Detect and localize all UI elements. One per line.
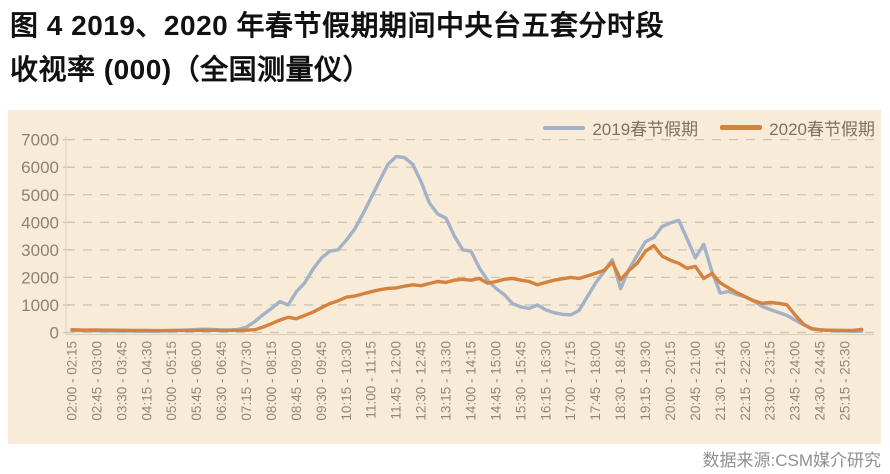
x-tick-label: 10:15 - 10:30 [339,341,354,421]
y-tick-label: 7000 [21,131,59,150]
x-tick-label: 07:15 - 07:30 [239,341,254,421]
x-tick-label: 19:15 - 19:30 [638,341,653,421]
legend-swatch-2019-icon [543,125,586,130]
y-tick-label: 3000 [21,241,59,260]
x-tick-label: 06:30 - 06:45 [214,341,229,421]
x-tick-label: 18:30 - 18:45 [613,341,628,421]
data-source-note: 数据来源:CSM媒介研究 [702,451,882,470]
y-tick-label: 1000 [21,296,59,315]
x-tick-label: 12:30 - 12:45 [414,341,429,421]
x-tick-label: 14:00 - 14:15 [463,341,478,421]
x-tick-label: 04:15 - 04:30 [139,341,154,421]
y-tick-label: 6000 [21,158,59,177]
x-tick-label: 08:00 - 08:15 [264,341,279,421]
x-tick-label: 11:45 - 12:00 [389,341,404,420]
chart-legend: 2019春节假期 2020春节假期 [543,115,875,140]
x-tick-label: 11:00 - 11:15 [364,341,379,419]
series-line-2020 [70,243,864,333]
y-tick-label: 2000 [21,268,59,287]
x-tick-label: 08:45 - 09:00 [289,341,304,421]
x-tick-label: 05:00 - 05:15 [164,341,179,421]
x-tick-label: 25:15 - 25:30 [838,341,853,421]
x-tick-label: 24:30 - 24:45 [813,341,828,421]
x-tick-label: 15:30 - 15:45 [513,341,528,421]
x-tick-label: 23:45 - 24:00 [788,341,803,421]
chart-panel: 2019春节假期 2020春节假期 0 1000 2000 3000 4000 5000 6… [8,110,881,444]
page-title-line2: 收视率 (000)（全国测量仪） [10,54,372,85]
x-tick-label: 17:00 - 17:15 [563,341,578,421]
x-tick-label: 20:45 - 21:00 [688,341,703,421]
x-tick-label: 23:00 - 23:15 [763,341,778,421]
x-tick-label: 03:30 - 03:45 [114,341,129,421]
x-tick-label: 22:15 - 22:30 [738,341,753,421]
y-tick-label: 4000 [21,213,59,232]
legend-label-2019: 2019春节假期 [592,120,699,139]
x-tick-label: 14:45 - 15:00 [488,341,503,421]
line-chart: 0 1000 2000 3000 4000 5000 6000 7000 02:00 - 02:… [21,131,874,421]
x-tick-label: 20:00 - 20:15 [663,341,678,421]
x-tick-label: 21:30 - 21:45 [713,341,728,421]
legend-swatch-2020-icon [720,125,763,130]
x-tick-label: 13:15 - 13:30 [439,341,454,421]
y-tick-label: 0 [50,324,59,343]
y-tick-label: 5000 [21,186,59,205]
page-title: 图 4 2019、2020 年春节假期期间中央台五套分时段 收视率 (000)（… [10,4,880,92]
x-tick-label: 02:45 - 03:00 [89,341,104,421]
x-tick-label: 05:45 - 06:00 [189,341,204,421]
page-title-line1: 图 4 2019、2020 年春节假期期间中央台五套分时段 [10,10,664,41]
legend-label-2020: 2020春节假期 [769,120,875,139]
x-tick-label: 17:45 - 18:00 [588,341,603,421]
legend-item-2020: 2020春节假期 [720,115,875,140]
x-tick-label: 09:30 - 09:45 [314,341,329,421]
x-tick-label: 16:15 - 16:30 [538,341,553,421]
x-tick-label: 02:00 - 02:15 [65,341,80,421]
legend-item-2019: 2019春节假期 [543,115,698,140]
